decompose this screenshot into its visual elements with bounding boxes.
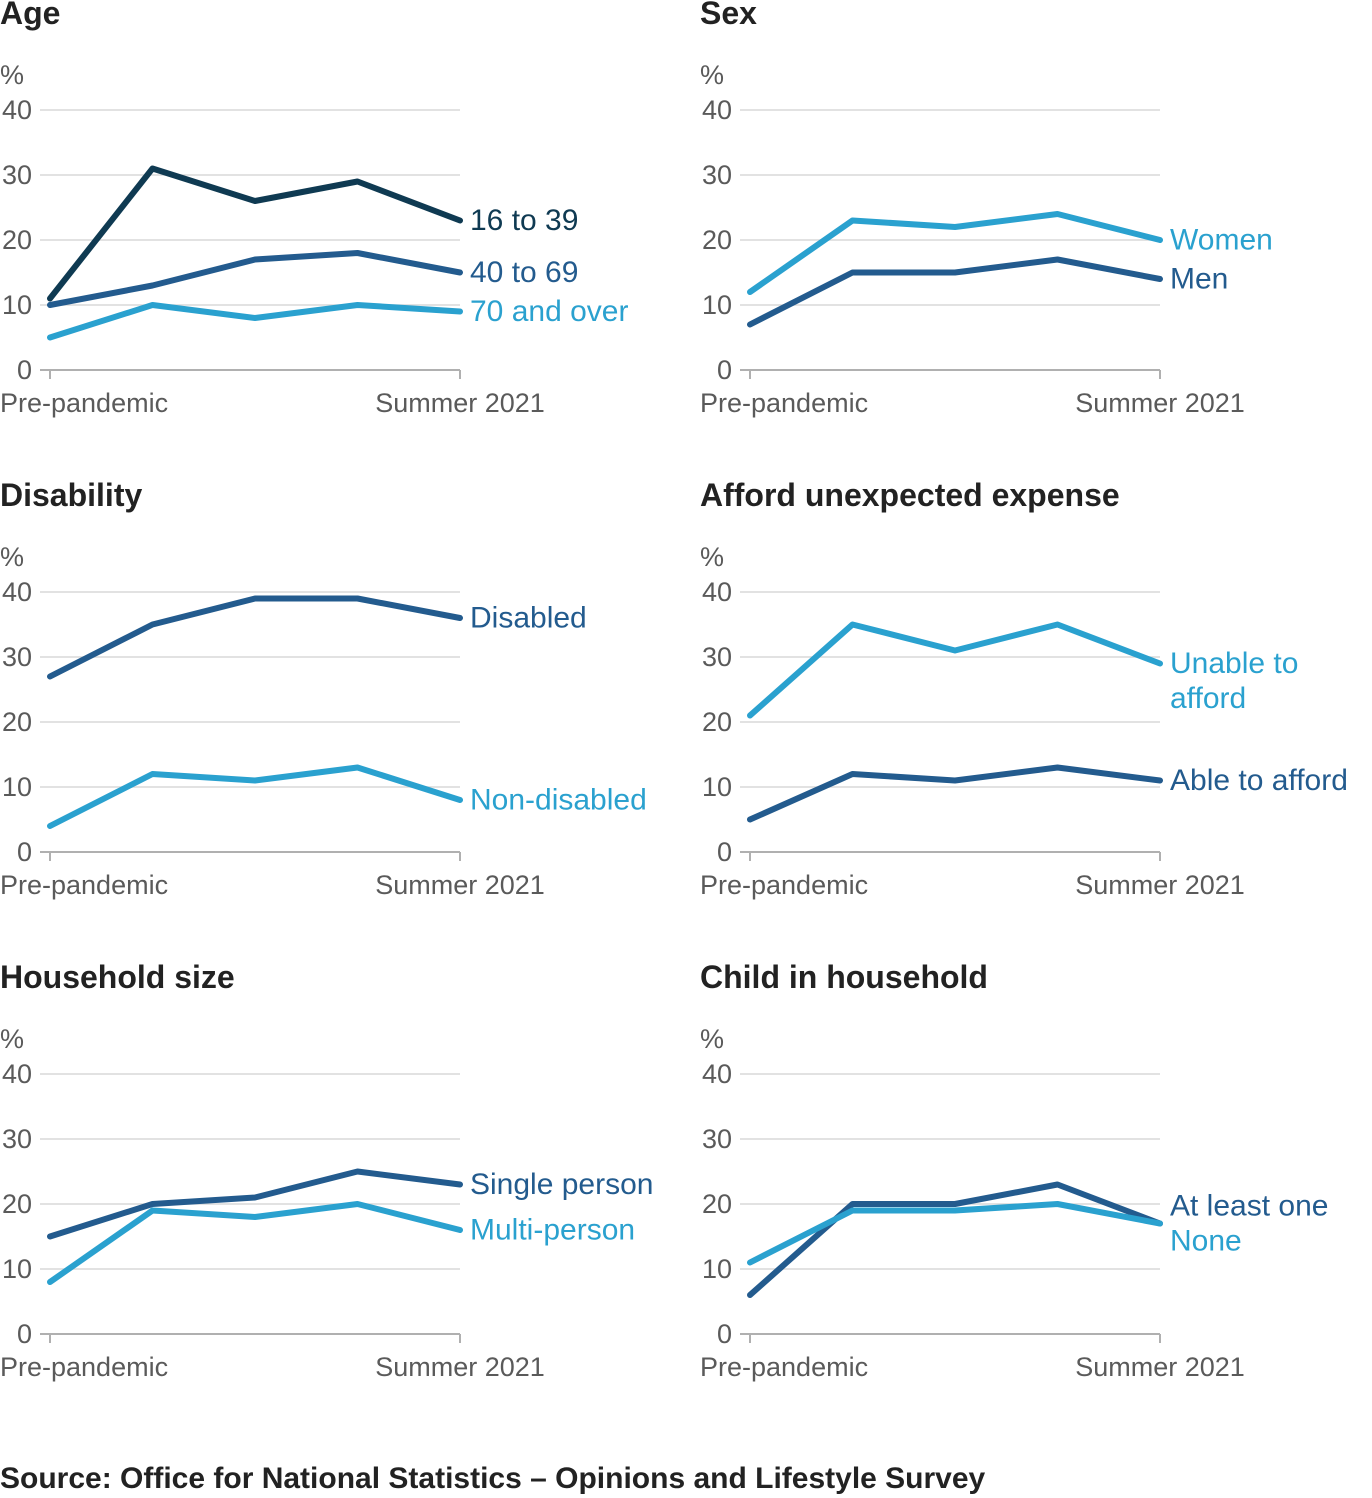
x-tick-label-end: Summer 2021 (375, 1352, 545, 1382)
series-line-40-to-69 (47, 250, 463, 308)
series-line-men (747, 256, 1163, 328)
y-unit-label: % (700, 1024, 724, 1054)
x-tick-label-end: Summer 2021 (1075, 870, 1245, 900)
series-label-women: Women (1170, 224, 1273, 257)
panel-title: Child in household (700, 959, 988, 995)
y-tick-label: 0 (17, 355, 32, 385)
x-tick-label-start: Pre-pandemic (700, 870, 868, 900)
series-label-able-to-afford: Able to afford (1170, 764, 1348, 797)
y-tick-label: 10 (2, 772, 32, 802)
y-tick-label: 20 (2, 225, 32, 255)
series-label-16-to-39: 16 to 39 (470, 204, 578, 237)
x-tick-label-end: Summer 2021 (375, 870, 545, 900)
series-line-unable-to-afford (747, 621, 1163, 719)
series-line-single-person (47, 1168, 463, 1240)
series-label-multi-person: Multi-person (470, 1214, 635, 1247)
y-tick-label: 30 (702, 642, 732, 672)
panel-afford-unexpected-expense: Afford unexpected expense% 0 10 20 30 40 Pre-p… (700, 477, 1348, 900)
series-line-non-disabled (47, 764, 463, 829)
y-tick-label: 30 (2, 1124, 32, 1154)
x-tick-label-end: Summer 2021 (1075, 1352, 1245, 1382)
series-label-disabled: Disabled (470, 602, 587, 635)
series-label-70-and-over: 70 and over (470, 295, 628, 328)
panel-sex: Sex% 0 10 20 30 40 Pre-pandemic Summer 2021 Wome… (700, 0, 1273, 418)
series-line-none (747, 1201, 1163, 1266)
panel-age: Age% 0 10 20 30 40 Pre-pandemic Summer 2021 16 t… (0, 0, 628, 418)
y-tick-label: 20 (702, 225, 732, 255)
y-tick-label: 40 (2, 1059, 32, 1089)
series-label-unable-to-afford: afford (1170, 682, 1246, 715)
x-tick-label-start: Pre-pandemic (0, 1352, 168, 1382)
panel-title: Household size (0, 959, 235, 995)
y-tick-label: 40 (702, 95, 732, 125)
panel-title: Age (0, 0, 60, 31)
x-tick-label-start: Pre-pandemic (0, 870, 168, 900)
series-line-multi-person (47, 1201, 463, 1285)
y-tick-label: 20 (2, 1189, 32, 1219)
y-unit-label: % (0, 1024, 24, 1054)
y-tick-label: 10 (702, 1254, 732, 1284)
y-tick-label: 10 (702, 290, 732, 320)
x-tick-label-start: Pre-pandemic (700, 1352, 868, 1382)
y-tick-label: 30 (702, 160, 732, 190)
y-tick-label: 40 (2, 95, 32, 125)
y-tick-label: 40 (702, 577, 732, 607)
y-tick-label: 10 (702, 772, 732, 802)
y-tick-label: 0 (717, 837, 732, 867)
panel-title: Sex (700, 0, 757, 31)
y-tick-label: 30 (2, 642, 32, 672)
series-label-40-to-69: 40 to 69 (470, 256, 578, 289)
y-unit-label: % (700, 542, 724, 572)
y-unit-label: % (700, 60, 724, 90)
series-line-able-to-afford (747, 764, 1163, 823)
series-label-unable-to-afford: Unable to (1170, 647, 1298, 680)
y-unit-label: % (0, 542, 24, 572)
series-label-none: None (1170, 1225, 1242, 1258)
y-tick-label: 40 (2, 577, 32, 607)
panel-disability: Disability% 0 10 20 30 40 Pre-pandemic Summer 2… (0, 477, 647, 900)
y-tick-label: 30 (702, 1124, 732, 1154)
y-tick-label: 0 (717, 1319, 732, 1349)
x-tick-label-start: Pre-pandemic (0, 388, 168, 418)
source-note: Source: Office for National Statistics –… (0, 1462, 986, 1495)
series-line-disabled (47, 595, 463, 680)
series-line-women (747, 211, 1163, 295)
y-tick-label: 0 (17, 837, 32, 867)
x-tick-label-end: Summer 2021 (1075, 388, 1245, 418)
y-tick-label: 30 (2, 160, 32, 190)
y-tick-label: 10 (2, 1254, 32, 1284)
y-tick-label: 0 (17, 1319, 32, 1349)
panel-title: Afford unexpected expense (700, 477, 1120, 513)
series-label-single-person: Single person (470, 1168, 653, 1201)
series-label-at-least-one: At least one (1170, 1190, 1328, 1223)
y-tick-label: 20 (2, 707, 32, 737)
y-tick-label: 0 (717, 355, 732, 385)
y-unit-label: % (0, 60, 24, 90)
y-tick-label: 40 (702, 1059, 732, 1089)
chart-panels: Age% 0 10 20 30 40 Pre-pandemic Summer 2021 16 t… (0, 0, 1348, 1382)
series-line-at-least-one (747, 1181, 1163, 1298)
y-tick-label: 20 (702, 1189, 732, 1219)
x-tick-label-end: Summer 2021 (375, 388, 545, 418)
series-label-non-disabled: Non-disabled (470, 784, 647, 817)
panel-household-size: Household size% 0 10 20 30 40 Pre-pandemic Summ… (0, 959, 653, 1382)
y-tick-label: 10 (2, 290, 32, 320)
panel-title: Disability (0, 477, 142, 513)
series-line-16-to-39 (47, 165, 463, 302)
series-line-70-and-over (47, 302, 463, 341)
x-tick-label-start: Pre-pandemic (700, 388, 868, 418)
y-tick-label: 20 (702, 707, 732, 737)
series-label-men: Men (1170, 263, 1228, 296)
panel-child-in-household: Child in household% 0 10 20 30 40 Pre-pandemic… (700, 959, 1328, 1382)
